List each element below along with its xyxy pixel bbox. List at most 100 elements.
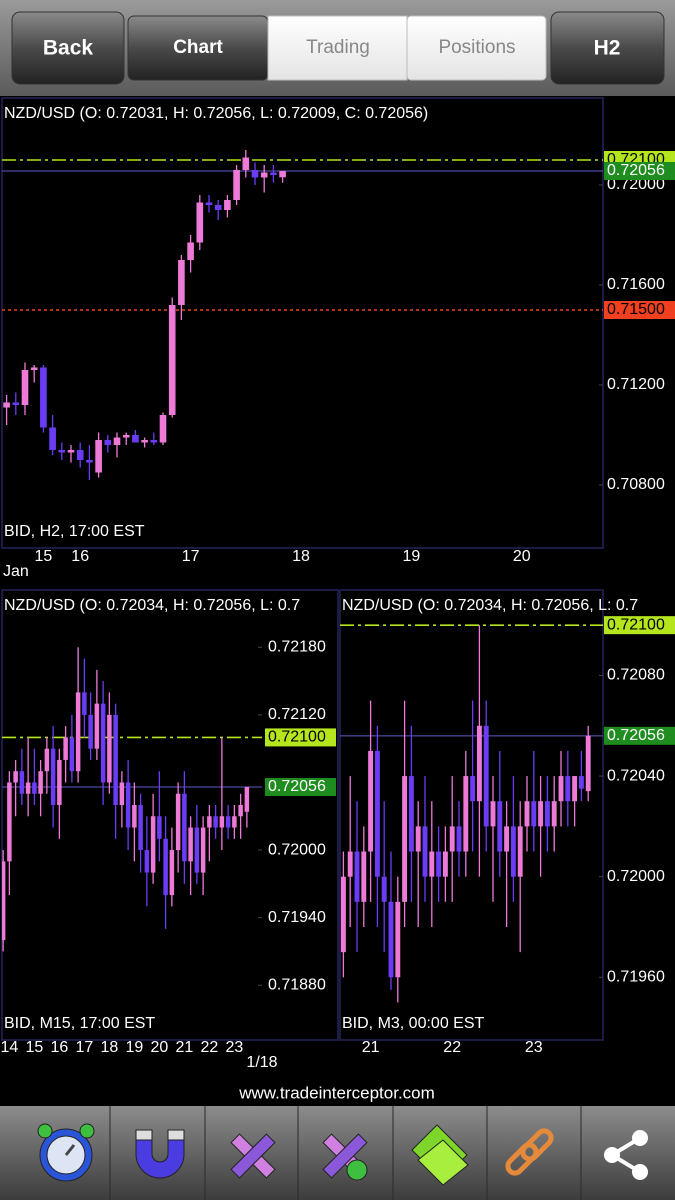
- charts: 0.70800 0.71200 0.71600 0.72000 NZD/USD (O: …: [0, 97, 675, 1071]
- site-url: www.tradeinterceptor.com: [238, 1083, 435, 1102]
- candle-body: [25, 782, 31, 794]
- candle-body: [58, 450, 66, 453]
- chart-footer: BID, M3, 00:00 EST: [342, 1015, 485, 1032]
- price-tag: [604, 616, 675, 635]
- candle-body: [57, 759, 62, 805]
- candle-body: [69, 737, 75, 772]
- candle-body: [32, 782, 37, 794]
- candle-body: [531, 801, 537, 827]
- candle-body: [12, 402, 20, 405]
- candle-body: [40, 367, 47, 428]
- candle-body: [415, 826, 421, 852]
- y-tick-label: 0.71940: [268, 909, 326, 926]
- candle-body: [585, 735, 591, 792]
- candle-body: [30, 367, 38, 370]
- candle-body: [395, 901, 401, 978]
- x-tick-label: 19: [125, 1039, 143, 1056]
- plot-area: NZD/USD (O: 0.72034, H: 0.72056, L: 0.7: [2, 597, 300, 952]
- candle-body: [381, 876, 387, 902]
- price-tag-label: 0.72056: [607, 727, 665, 744]
- candle-body: [2, 861, 6, 941]
- candle-body: [44, 748, 50, 772]
- trading-tab-label[interactable]: Trading: [306, 37, 370, 58]
- candle-body: [402, 776, 408, 902]
- timeframe-button[interactable]: [550, 11, 665, 85]
- price-tag-label: 0.72056: [268, 778, 326, 795]
- candle-body: [200, 827, 206, 873]
- back-label[interactable]: Back: [43, 37, 94, 60]
- candle-body: [21, 370, 29, 405]
- candle-body: [572, 776, 578, 802]
- y-tick-label: 0.70800: [607, 476, 665, 493]
- x-caption: Jan: [3, 563, 29, 580]
- candle-body: [67, 450, 75, 453]
- plot-area: NZD/USD (O: 0.72031, H: 0.72056, L: 0.72…: [2, 105, 603, 480]
- candle-body: [524, 801, 530, 827]
- candle-body: [368, 750, 374, 852]
- candle-body: [82, 692, 87, 715]
- candle-body: [238, 805, 243, 817]
- candle-body: [194, 827, 200, 873]
- candle-body: [113, 437, 121, 445]
- timeframe-label[interactable]: H2: [594, 37, 621, 60]
- candle-body: [132, 805, 137, 828]
- magnet-icon[interactable]: [135, 1129, 185, 1179]
- x-tick-label: 21: [175, 1039, 193, 1056]
- candle-body: [476, 725, 482, 802]
- draw-tool-icon[interactable]: [230, 1133, 276, 1179]
- candle-body: [3, 402, 10, 408]
- price-tag: [265, 728, 336, 747]
- candle-body: [388, 901, 394, 978]
- chart-tab-label[interactable]: Chart: [173, 37, 223, 58]
- candle-body: [225, 816, 231, 828]
- candle-body: [510, 826, 516, 877]
- x-tick-label: 19: [403, 548, 421, 565]
- positions-tab[interactable]: [406, 15, 547, 81]
- candle-body: [38, 771, 43, 794]
- candle-body: [7, 782, 12, 862]
- alarm-icon[interactable]: [37, 1123, 95, 1182]
- share-icon[interactable]: [604, 1130, 648, 1180]
- candle-body: [233, 170, 240, 200]
- candle-body: [175, 793, 181, 851]
- price-tag-label: 0.71500: [607, 301, 665, 318]
- candle-body: [470, 776, 476, 802]
- y-tick-label: 0.72000: [607, 868, 665, 885]
- back-button[interactable]: [11, 11, 125, 85]
- x-caption: 1/18: [246, 1054, 277, 1071]
- candle-body: [490, 801, 496, 827]
- x-tick-label: 15: [25, 1039, 43, 1056]
- candle-body: [94, 703, 100, 749]
- y-tick-label: 0.72000: [268, 841, 326, 858]
- candle-body: [49, 427, 56, 450]
- x-tick-label: 16: [50, 1039, 68, 1056]
- x-tick-label: 17: [75, 1039, 93, 1056]
- positions-tab-label[interactable]: Positions: [438, 37, 515, 58]
- candle-body: [517, 826, 523, 877]
- x-tick-label: 14: [0, 1039, 18, 1056]
- candle-body: [75, 692, 81, 772]
- y-tick-label: 0.71960: [607, 969, 665, 986]
- y-tick-label: 0.72080: [607, 667, 665, 684]
- draw-info-icon[interactable]: [322, 1133, 368, 1181]
- chart-panel: 0.71880 0.71940 0.72000 0.72120 0.72180 NZD/U…: [0, 589, 339, 1071]
- candle-body: [150, 816, 156, 873]
- candle-body: [219, 816, 225, 828]
- x-tick-label: 20: [150, 1039, 168, 1056]
- y-tick-label: 0.71880: [268, 976, 326, 993]
- x-tick-label: 17: [182, 548, 200, 565]
- candle-body: [76, 450, 84, 460]
- candle-body: [113, 714, 118, 805]
- candle-body: [354, 851, 360, 902]
- link-icon[interactable]: [505, 1128, 554, 1176]
- candle-body: [100, 703, 106, 783]
- candle-body: [138, 805, 143, 851]
- price-tag-label: 0.72100: [607, 616, 665, 633]
- folder-icon[interactable]: [411, 1124, 469, 1186]
- candle-body: [214, 205, 222, 210]
- chart-footer: BID, M15, 17:00 EST: [4, 1015, 155, 1032]
- x-tick-label: 22: [200, 1039, 218, 1056]
- candle-body: [125, 782, 131, 828]
- candle-body: [205, 202, 213, 205]
- candle-body: [157, 816, 162, 839]
